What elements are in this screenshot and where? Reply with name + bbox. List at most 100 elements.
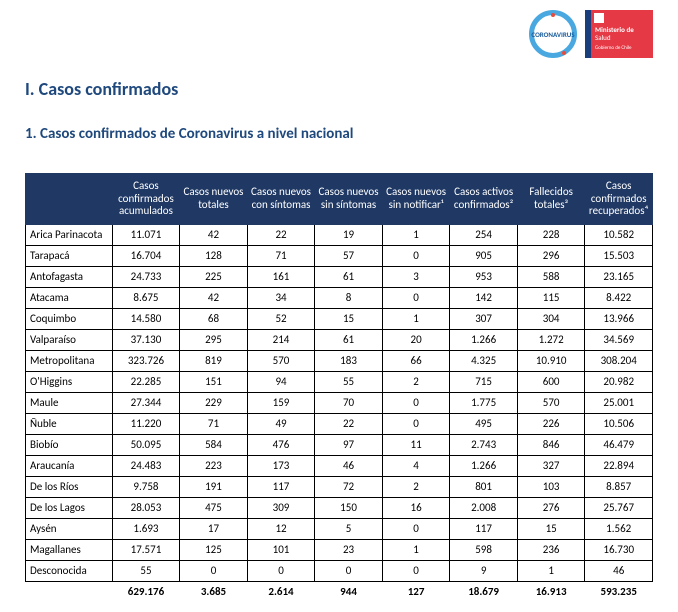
data-cell: 94: [247, 371, 315, 392]
table-row: Coquimbo14.580685215130730413.966: [26, 308, 653, 329]
data-cell: 27.344: [112, 392, 180, 413]
table-header-cell: Fallecidos totales³: [517, 174, 585, 225]
data-cell: 19: [315, 224, 383, 245]
data-cell: 22.285: [112, 371, 180, 392]
table-row: Antofagasta24.73322516161395358823.165: [26, 266, 653, 287]
cases-table: Casos confirmados acumuladosCasos nuevos…: [25, 173, 653, 602]
data-cell: 1.266: [450, 455, 518, 476]
data-cell: 68: [180, 308, 248, 329]
total-cell: 16.913: [517, 581, 585, 602]
data-cell: 103: [517, 476, 585, 497]
data-cell: 0: [382, 392, 450, 413]
data-cell: 142: [450, 287, 518, 308]
plan-accion-logo: CORONAVIRUS: [529, 10, 577, 58]
table-header-cell: Casos confirmados recuperados⁴: [585, 174, 653, 225]
data-cell: 161: [247, 266, 315, 287]
region-name-cell: Coquimbo: [26, 308, 113, 329]
data-cell: 5: [315, 518, 383, 539]
data-cell: 66: [382, 350, 450, 371]
table-row: Maule27.3442291597001.77557025.001: [26, 392, 653, 413]
data-cell: 22: [315, 413, 383, 434]
data-cell: 1.693: [112, 518, 180, 539]
data-cell: 225: [180, 266, 248, 287]
data-cell: 819: [180, 350, 248, 371]
table-header-cell: [26, 174, 113, 225]
region-name-cell: Biobío: [26, 434, 113, 455]
region-name-cell: Tarapacá: [26, 245, 113, 266]
total-cell: 3.685: [180, 581, 248, 602]
plan-accion-logo-text: CORONAVIRUS: [531, 31, 574, 38]
data-cell: 34.569: [585, 329, 653, 350]
table-header-cell: Casos nuevos con síntomas: [247, 174, 315, 225]
data-cell: 323.726: [112, 350, 180, 371]
data-cell: 1: [517, 560, 585, 581]
total-cell: 18.679: [450, 581, 518, 602]
data-cell: 15.503: [585, 245, 653, 266]
table-body: Arica Parinacota11.071422219125422810.58…: [26, 224, 653, 602]
data-cell: 128: [180, 245, 248, 266]
data-cell: 495: [450, 413, 518, 434]
table-row: O'Higgins22.2851519455271560020.982: [26, 371, 653, 392]
minsal-logo-line2: Salud: [595, 34, 649, 42]
data-cell: 1.562: [585, 518, 653, 539]
data-cell: 2: [382, 476, 450, 497]
data-cell: 1: [382, 539, 450, 560]
data-cell: 9: [450, 560, 518, 581]
data-cell: 13.966: [585, 308, 653, 329]
table-header-cell: Casos activos confirmados²: [450, 174, 518, 225]
data-cell: 117: [450, 518, 518, 539]
total-cell: 593.235: [585, 581, 653, 602]
data-cell: 97: [315, 434, 383, 455]
data-cell: 570: [247, 350, 315, 371]
data-cell: 307: [450, 308, 518, 329]
table-total-row: 629.1763.6852.61494412718.67916.913593.2…: [26, 581, 653, 602]
data-cell: 1: [382, 308, 450, 329]
total-cell: 127: [382, 581, 450, 602]
data-cell: 308.204: [585, 350, 653, 371]
data-cell: 254: [450, 224, 518, 245]
data-cell: 150: [315, 497, 383, 518]
region-name-cell: O'Higgins: [26, 371, 113, 392]
data-cell: 236: [517, 539, 585, 560]
data-cell: 715: [450, 371, 518, 392]
minsal-logo-line3: Gobierno de Chile: [595, 45, 649, 51]
data-cell: 8.422: [585, 287, 653, 308]
data-cell: 309: [247, 497, 315, 518]
data-cell: 1.266: [450, 329, 518, 350]
table-row: Metropolitana323.726819570183664.32510.9…: [26, 350, 653, 371]
table-row: Aysén1.693171250117151.562: [26, 518, 653, 539]
data-cell: 159: [247, 392, 315, 413]
data-cell: 20: [382, 329, 450, 350]
data-cell: 16.730: [585, 539, 653, 560]
data-cell: 14.580: [112, 308, 180, 329]
data-cell: 8.675: [112, 287, 180, 308]
region-name-cell: Antofagasta: [26, 266, 113, 287]
section-title: I. Casos confirmados: [25, 78, 653, 100]
data-cell: 50.095: [112, 434, 180, 455]
table-row: Ñuble11.220714922049522610.506: [26, 413, 653, 434]
data-cell: 0: [382, 413, 450, 434]
data-cell: 25.767: [585, 497, 653, 518]
data-cell: 229: [180, 392, 248, 413]
region-name-cell: Maule: [26, 392, 113, 413]
data-cell: 905: [450, 245, 518, 266]
data-cell: 0: [180, 560, 248, 581]
data-cell: 584: [180, 434, 248, 455]
data-cell: 8: [315, 287, 383, 308]
data-cell: 70: [315, 392, 383, 413]
table-row: Desconocida5500009146: [26, 560, 653, 581]
region-name-cell: De los Lagos: [26, 497, 113, 518]
data-cell: 11: [382, 434, 450, 455]
data-cell: 46: [315, 455, 383, 476]
data-cell: 24.733: [112, 266, 180, 287]
data-cell: 55: [112, 560, 180, 581]
data-cell: 8.857: [585, 476, 653, 497]
data-cell: 24.483: [112, 455, 180, 476]
data-cell: 1: [382, 224, 450, 245]
data-cell: 37.130: [112, 329, 180, 350]
data-cell: 55: [315, 371, 383, 392]
total-cell: 944: [315, 581, 383, 602]
data-cell: 71: [247, 245, 315, 266]
data-cell: 191: [180, 476, 248, 497]
data-cell: 22: [247, 224, 315, 245]
